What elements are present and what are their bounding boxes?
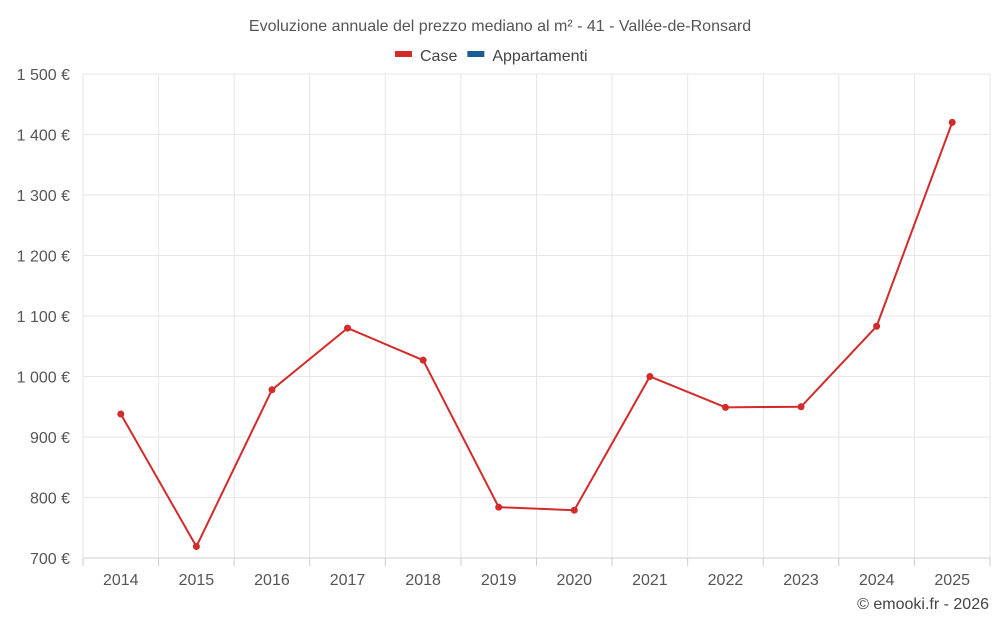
data-point-2024 — [873, 322, 881, 330]
x-tick-label: 2015 — [179, 572, 215, 589]
x-tick-label: 2019 — [481, 572, 517, 589]
legend-swatch-appartamenti — [467, 51, 485, 57]
y-tick-label: 800 € — [30, 491, 70, 508]
x-tick-label: 2016 — [254, 572, 290, 589]
data-point-2022 — [721, 403, 729, 411]
data-point-2016 — [268, 386, 276, 394]
legend-label-case: Case — [420, 48, 457, 65]
data-point-2017 — [344, 324, 352, 332]
grid — [82, 73, 991, 558]
y-tick-label: 1 400 € — [17, 128, 70, 145]
data-point-2018 — [419, 356, 427, 364]
x-tick-label: 2014 — [103, 572, 139, 589]
data-point-2019 — [495, 503, 503, 511]
chart-title: Evoluzione annuale del prezzo mediano al… — [249, 18, 751, 35]
data-point-2015 — [192, 543, 200, 551]
y-tick-label: 1 100 € — [17, 309, 70, 326]
x-axis: 2014 2015 2016 2017 2018 2019 2020 2021 2022 2023… — [82, 557, 991, 589]
credit-text: © emooki.fr - 2026 — [857, 596, 989, 613]
x-tick-label: 2017 — [330, 572, 366, 589]
y-tick-label: 1 200 € — [17, 249, 70, 266]
x-tick-label: 2022 — [708, 572, 744, 589]
data-point-2025 — [948, 118, 956, 126]
data-point-2023 — [797, 403, 805, 411]
legend: Case Appartamenti — [395, 48, 588, 65]
series-layer — [117, 118, 956, 551]
y-tick-label: 1 300 € — [17, 188, 70, 205]
x-tick-label: 2020 — [556, 572, 592, 589]
x-tick-label: 2023 — [783, 572, 819, 589]
y-tick-label: 700 € — [30, 551, 70, 568]
data-point-2020 — [570, 506, 578, 514]
legend-swatch-case — [395, 51, 412, 57]
x-tick-label: 2024 — [859, 572, 895, 589]
y-axis: 700 € 800 € 900 € 1 000 € 1 100 € 1 200 € 1 30… — [17, 67, 70, 568]
series-line-case — [119, 122, 954, 548]
data-point-2014 — [117, 410, 125, 418]
y-tick-label: 900 € — [30, 430, 70, 447]
legend-label-appartamenti: Appartamenti — [492, 48, 587, 65]
x-tick-label: 2021 — [632, 572, 668, 589]
data-point-2021 — [646, 373, 654, 380]
y-tick-label: 1 500 € — [17, 67, 70, 84]
x-tick-label: 2025 — [934, 572, 970, 589]
x-tick-label: 2018 — [405, 572, 441, 589]
y-tick-label: 1 000 € — [17, 370, 70, 387]
